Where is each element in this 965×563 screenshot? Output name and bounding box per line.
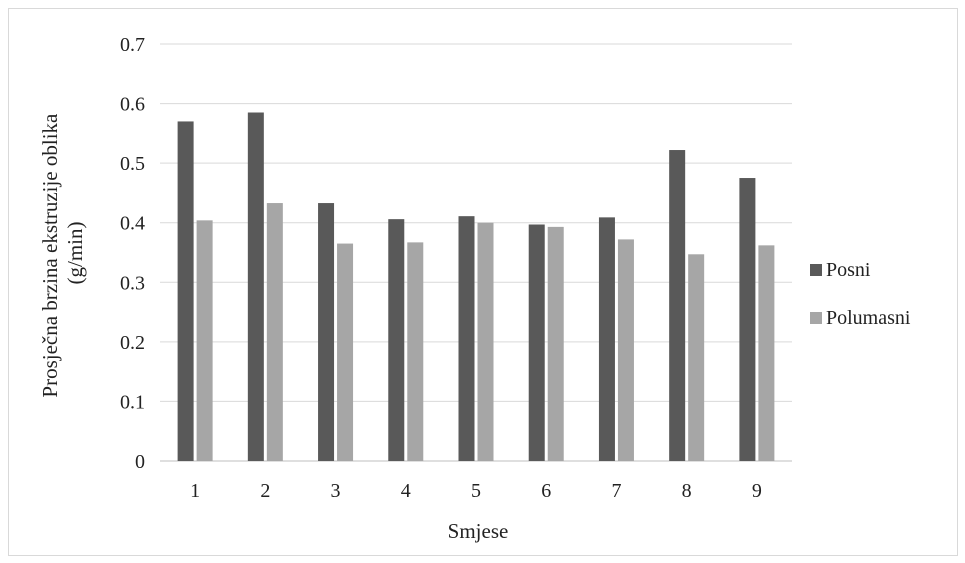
y-tick-label: 0 bbox=[135, 451, 145, 473]
bar-polumasni-8 bbox=[688, 254, 705, 461]
bar-posni-5 bbox=[458, 216, 475, 461]
legend-swatch-posni bbox=[810, 264, 822, 276]
x-axis-title: Smjese bbox=[448, 519, 509, 543]
bar-posni-3 bbox=[318, 203, 335, 461]
bar-polumasni-3 bbox=[337, 243, 354, 461]
gridlines bbox=[160, 43, 792, 462]
legend: Posni Polumasni bbox=[810, 258, 910, 354]
y-tick-label: 0.5 bbox=[120, 153, 145, 175]
x-tick-label: 2 bbox=[260, 480, 270, 502]
bars bbox=[177, 112, 775, 462]
bar-polumasni-2 bbox=[266, 203, 283, 461]
bar-polumasni-5 bbox=[477, 222, 494, 461]
legend-item-posni: Posni bbox=[810, 258, 910, 282]
bar-posni-1 bbox=[177, 121, 194, 461]
x-tick-label: 4 bbox=[401, 480, 411, 502]
bar-polumasni-1 bbox=[196, 220, 213, 461]
y-axis-ticks: 0 0.1 0.2 0.3 0.4 0.5 0.6 0.7 bbox=[120, 34, 145, 473]
legend-swatch-polumasni bbox=[810, 312, 822, 324]
y-axis-title: Prosječna brzina ekstruzije oblika (g/mi… bbox=[38, 108, 87, 397]
x-tick-label: 3 bbox=[331, 480, 341, 502]
bar-posni-7 bbox=[598, 217, 615, 461]
bar-posni-4 bbox=[388, 219, 405, 461]
x-tick-label: 9 bbox=[752, 480, 762, 502]
y-axis-title-line1: Prosječna brzina ekstruzije oblika bbox=[38, 113, 62, 398]
bar-polumasni-9 bbox=[758, 245, 775, 461]
x-tick-label: 5 bbox=[471, 480, 481, 502]
x-tick-label: 7 bbox=[611, 480, 621, 502]
bar-posni-6 bbox=[528, 224, 545, 461]
bar-posni-9 bbox=[739, 178, 756, 462]
y-tick-label: 0.7 bbox=[120, 34, 145, 56]
x-tick-label: 6 bbox=[541, 480, 551, 502]
x-tick-label: 8 bbox=[682, 480, 692, 502]
y-axis-title-line2: (g/min) bbox=[63, 222, 87, 285]
bar-polumasni-4 bbox=[407, 242, 424, 461]
x-axis-ticks: 1 2 3 4 5 6 7 8 9 bbox=[190, 480, 762, 502]
x-tick-label: 1 bbox=[190, 480, 200, 502]
y-tick-label: 0.1 bbox=[120, 391, 145, 413]
y-tick-label: 0.6 bbox=[120, 94, 145, 116]
y-tick-label: 0.2 bbox=[120, 332, 145, 354]
y-tick-label: 0.3 bbox=[120, 272, 145, 294]
bar-polumasni-7 bbox=[617, 239, 634, 461]
legend-label-polumasni: Polumasni bbox=[826, 307, 911, 329]
bar-posni-2 bbox=[247, 112, 264, 461]
legend-label-posni: Posni bbox=[826, 259, 871, 281]
legend-item-polumasni: Polumasni bbox=[810, 306, 910, 330]
y-tick-label: 0.4 bbox=[120, 213, 145, 235]
bar-posni-8 bbox=[669, 150, 686, 461]
bar-polumasni-6 bbox=[547, 226, 564, 461]
